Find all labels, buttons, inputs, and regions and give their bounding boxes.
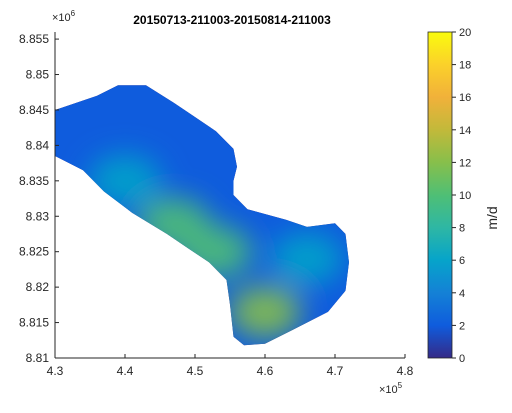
colorbar-tick-label: 0 [459, 353, 465, 365]
colorbar-tick-label: 8 [459, 223, 465, 235]
colorbar-tick-label: 4 [459, 288, 465, 300]
x-tick-label: 4.4 [117, 364, 134, 378]
y-tick-label: 8.83 [26, 209, 50, 223]
y-tick-label: 8.85 [26, 68, 50, 82]
colorbar-tick-label: 14 [459, 125, 471, 137]
colorbar-tick-label: 12 [459, 157, 471, 169]
colorbar-tick-label: 10 [459, 190, 471, 202]
colorbar-tick-label: 18 [459, 60, 471, 72]
colorbar-ticks: 0 2 4 6 8 10 12 14 16 18 20 [452, 27, 471, 365]
x-tick-label: 4.8 [397, 364, 414, 378]
y-tick-label: 8.81 [26, 351, 50, 365]
x-tick-label: 4.6 [257, 364, 274, 378]
chart-title: 20150713-211003-20150814-211003 [133, 13, 331, 27]
x-tick-label: 4.3 [47, 364, 64, 378]
y-tick-label: 8.855 [19, 32, 49, 46]
colorbar: 0 2 4 6 8 10 12 14 16 18 20 m/d [427, 27, 500, 365]
y-ticks: 8.81 8.815 8.82 8.825 8.83 8.835 8.84 8.845 8.85… [19, 32, 59, 365]
y-tick-label: 8.84 [26, 138, 50, 152]
x-exponent: ×105 [379, 381, 403, 396]
colorbar-tick-label: 16 [459, 92, 471, 104]
y-tick-label: 8.835 [19, 174, 49, 188]
colorbar-tick-label: 6 [459, 255, 465, 267]
colorbar-label: m/d [484, 206, 500, 229]
y-exponent: ×106 [52, 9, 76, 24]
y-tick-label: 8.825 [19, 245, 49, 259]
x-tick-label: 4.5 [187, 364, 204, 378]
y-tick-label: 8.815 [19, 316, 49, 330]
plot-area [55, 32, 405, 358]
axes: 4.3 4.4 4.5 4.6 4.7 4.8 8.818.8158.828.8258.8… [19, 32, 414, 378]
velocity-hotspot [229, 285, 301, 338]
y-tick-label: 8.845 [19, 103, 49, 117]
x-ticks: 4.3 4.4 4.5 4.6 4.7 4.8 [47, 354, 414, 378]
colorbar-tick-label: 2 [459, 320, 465, 332]
colorbar-gradient [427, 31, 453, 359]
colorbar-tick-label: 20 [459, 27, 471, 39]
velocity-hotspot [271, 232, 343, 285]
y-tick-label: 8.82 [26, 280, 50, 294]
x-tick-label: 4.7 [327, 364, 344, 378]
